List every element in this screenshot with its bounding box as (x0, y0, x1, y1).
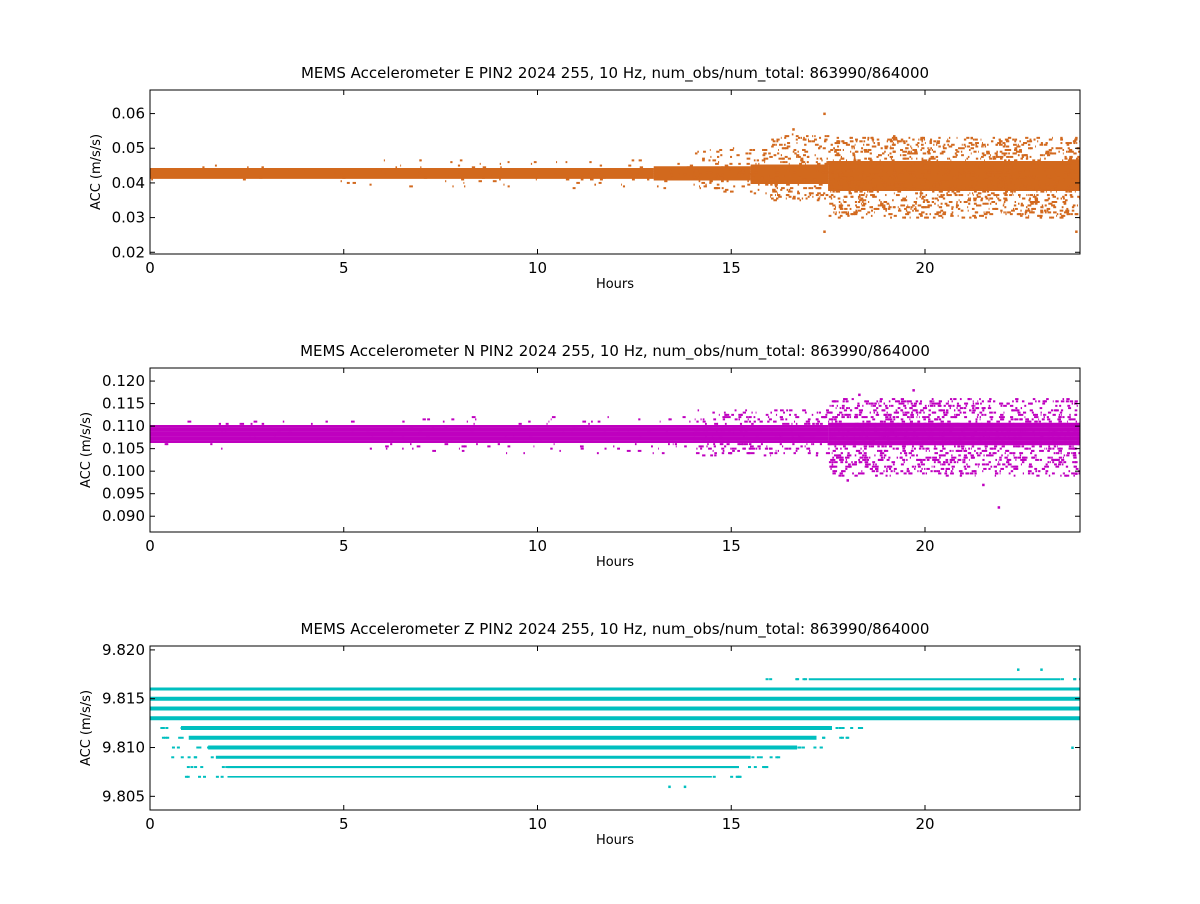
chart-title: MEMS Accelerometer E PIN2 2024 255, 10 H… (301, 64, 929, 83)
data-point (683, 785, 687, 789)
x-tick-label: 5 (339, 537, 349, 555)
x-tick-label: 10 (528, 537, 547, 555)
data-point (846, 479, 849, 482)
y-tick-label: 0.095 (102, 485, 145, 503)
data-point (1071, 746, 1074, 750)
data-point (1075, 136, 1078, 140)
axes-frame (149, 367, 1081, 533)
data-layer (150, 389, 1080, 509)
data-band-core (150, 169, 654, 178)
data-point (982, 483, 985, 487)
axes-frame (149, 89, 1081, 255)
data-point (792, 128, 795, 131)
chart-title: MEMS Accelerometer N PIN2 2024 255, 10 H… (300, 342, 930, 361)
data-point (893, 135, 896, 138)
data-point (1075, 472, 1078, 475)
x-tick-label: 5 (339, 259, 349, 277)
x-tick-label: 20 (915, 259, 934, 277)
data-point (501, 717, 505, 720)
data-layer (150, 668, 1080, 789)
y-tick-label: 0.03 (112, 209, 145, 227)
data-point (912, 389, 915, 392)
y-tick-label: 0.02 (112, 243, 145, 261)
chart-panel-3: MEMS Accelerometer Z PIN2 2024 255, 10 H… (79, 620, 1081, 848)
data-point (823, 230, 826, 233)
x-tick-label: 15 (722, 259, 741, 277)
data-band-core (150, 426, 829, 442)
x-tick-label: 20 (915, 815, 934, 833)
y-tick-label: 0.05 (112, 139, 145, 157)
y-tick-label: 0.115 (102, 395, 145, 413)
x-tick-label: 0 (145, 259, 155, 277)
y-tick-label: 0.110 (102, 417, 145, 435)
x-tick-label: 0 (145, 537, 155, 555)
y-tick-label: 9.810 (102, 739, 145, 757)
y-axis-label: ACC (m/s/s) (89, 134, 104, 210)
data-layer (150, 112, 1080, 233)
y-tick-label: 0.100 (102, 462, 145, 480)
data-point (1040, 668, 1043, 671)
chart-panel-2: MEMS Accelerometer N PIN2 2024 255, 10 H… (79, 342, 1081, 570)
x-axis-label: Hours (596, 277, 634, 292)
chart-panel-1: MEMS Accelerometer E PIN2 2024 255, 10 H… (89, 64, 1081, 292)
x-tick-label: 10 (528, 259, 547, 277)
x-tick-label: 20 (915, 537, 934, 555)
y-tick-label: 0.06 (112, 105, 145, 123)
x-axis-label: Hours (596, 555, 634, 570)
data-point (997, 506, 1001, 509)
x-tick-label: 0 (145, 815, 155, 833)
x-tick-label: 15 (722, 815, 741, 833)
y-tick-label: 0.105 (102, 440, 145, 458)
y-axis-label: ACC (m/s/s) (79, 412, 94, 488)
y-tick-label: 0.090 (102, 507, 145, 525)
y-tick-label: 0.04 (112, 174, 145, 192)
y-tick-label: 0.120 (102, 372, 145, 390)
x-tick-label: 15 (722, 537, 741, 555)
y-tick-label: 9.820 (102, 641, 145, 659)
y-tick-label: 9.815 (102, 690, 145, 708)
x-tick-label: 10 (528, 815, 547, 833)
axes-frame (149, 645, 1081, 811)
x-tick-label: 5 (339, 815, 349, 833)
y-axis-label: ACC (m/s/s) (79, 690, 94, 766)
data-point (858, 393, 861, 397)
data-point (1017, 668, 1020, 671)
data-band-core (653, 167, 751, 180)
data-point (823, 112, 826, 116)
y-tick-label: 9.805 (102, 787, 145, 805)
data-point (1075, 230, 1078, 233)
data-point (970, 136, 973, 140)
x-axis-label: Hours (596, 833, 634, 848)
chart-title: MEMS Accelerometer Z PIN2 2024 255, 10 H… (301, 620, 930, 639)
data-point (668, 785, 671, 789)
